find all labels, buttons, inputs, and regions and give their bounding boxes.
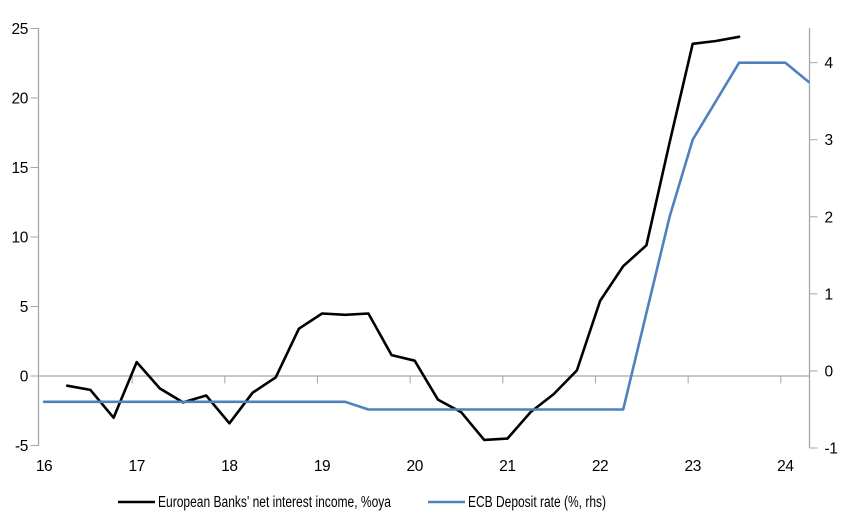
series-line-european-banks-nii: [65, 35, 741, 442]
right-axis-tick-label: 4: [825, 55, 834, 72]
x-axis-tick-label: 20: [407, 458, 424, 475]
left-axis-tick-label: -5: [15, 438, 28, 455]
legend-label-ecb-deposit-rate: ECB Deposit rate (%, rhs): [468, 494, 606, 511]
x-axis-tick-label: 22: [592, 458, 608, 475]
left-axis-tick-label: 20: [12, 91, 29, 108]
left-axis-tick-label: 25: [12, 21, 28, 38]
left-axis-tick-label: 0: [20, 369, 29, 386]
x-axis-tick-label: 17: [129, 458, 145, 475]
right-axis-tick-label: 2: [825, 209, 833, 226]
x-axis-tick-label: 18: [221, 458, 237, 475]
series-group: [42, 35, 810, 442]
legend: European Banks' net interest income, %oy…: [118, 494, 606, 511]
right-axis-tick-label: 0: [825, 363, 834, 380]
left-axis-tick-label: 15: [12, 160, 28, 177]
left-axis-tick-label: 10: [12, 230, 29, 247]
x-axis-tick-label: 16: [36, 458, 52, 475]
x-axis-tick-label: 19: [314, 458, 330, 475]
x-axis-tick-label: 21: [499, 458, 515, 475]
left-axis-tick-label: 5: [20, 299, 28, 316]
right-axis-tick-label: 3: [825, 132, 833, 149]
series-line-ecb-deposit-rate: [42, 61, 810, 411]
x-axis-tick-label: 24: [777, 458, 794, 475]
right-axis-tick-label: 1: [825, 286, 833, 303]
right-axis-tick-label: -1: [825, 441, 838, 458]
x-axis-tick-label: 23: [685, 458, 701, 475]
legend-label-nii: European Banks' net interest income, %oy…: [158, 494, 391, 511]
